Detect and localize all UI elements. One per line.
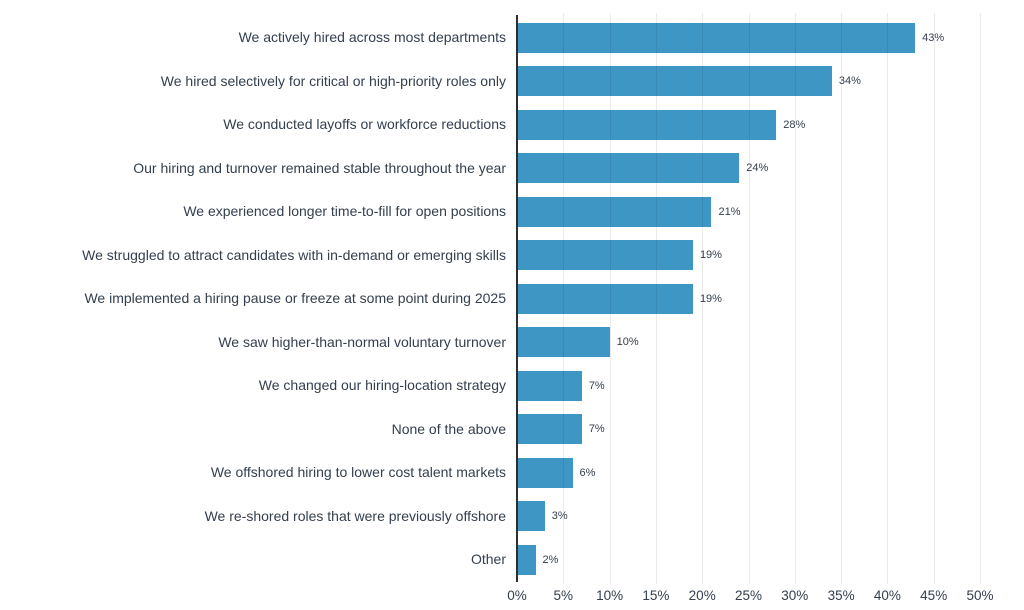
bar-track: 28% — [517, 109, 980, 140]
value-label: 34% — [838, 75, 861, 88]
value-label: 2% — [542, 553, 559, 566]
bar-row: None of the above 7% — [0, 408, 1024, 452]
value-label: 19% — [699, 292, 722, 305]
category-label: We implemented a hiring pause or freeze … — [84, 290, 506, 307]
bar-track: 2% — [517, 544, 980, 575]
bar-track: 34% — [517, 66, 980, 97]
x-tick-label: 10% — [596, 588, 624, 603]
bar-row: We actively hired across most department… — [0, 16, 1024, 60]
x-tick-label: 20% — [688, 588, 716, 603]
bar-track: 19% — [517, 240, 980, 271]
bar-row: Other 2% — [0, 538, 1024, 582]
value-label: 43% — [922, 31, 945, 44]
category-label: We saw higher-than-normal voluntary turn… — [218, 333, 506, 350]
category-label: None of the above — [391, 420, 506, 437]
bar-row: Our hiring and turnover remained stable … — [0, 147, 1024, 191]
x-tick-label: 5% — [553, 588, 574, 603]
x-tick-label: 25% — [734, 588, 763, 603]
bar-row: We implemented a hiring pause or freeze … — [0, 277, 1024, 321]
bar-track: 21% — [517, 196, 980, 227]
bar — [517, 240, 693, 271]
bar-row: We offshored hiring to lower cost talent… — [0, 451, 1024, 495]
bar — [517, 283, 693, 314]
x-axis: 0% 5% 10% 15% 20% 25% 30% 35% 40% 45% 50% — [507, 588, 993, 606]
bar-track: 7% — [517, 414, 980, 445]
category-label: We conducted layoffs or workforce reduct… — [223, 116, 506, 133]
bar-row: We conducted layoffs or workforce reduct… — [0, 103, 1024, 147]
bar-track: 19% — [517, 283, 980, 314]
bar — [517, 196, 712, 227]
category-label: We re-shored roles that were previously … — [204, 507, 506, 524]
x-tick-label: 35% — [827, 588, 855, 603]
category-label: Other — [470, 551, 506, 568]
category-label: We offshored hiring to lower cost talent… — [210, 464, 506, 481]
bar — [517, 370, 582, 401]
category-label: We struggled to attract candidates with … — [82, 246, 506, 263]
bar-row: We hired selectively for critical or hig… — [0, 60, 1024, 104]
bar-track: 7% — [517, 370, 980, 401]
x-tick-label: 45% — [920, 588, 948, 603]
bar — [517, 66, 832, 97]
value-label: 6% — [579, 466, 596, 479]
category-label: We actively hired across most department… — [238, 29, 506, 46]
bar-row: We saw higher-than-normal voluntary turn… — [0, 321, 1024, 365]
value-label: 3% — [551, 510, 568, 523]
bar-track: 3% — [517, 501, 980, 532]
bar-track: 6% — [517, 457, 980, 488]
x-tick-label: 15% — [642, 588, 670, 603]
category-label: We hired selectively for critical or hig… — [160, 72, 506, 89]
bar — [517, 544, 536, 575]
bar — [517, 457, 573, 488]
bar-track: 24% — [517, 153, 980, 184]
bar-row: We re-shored roles that were previously … — [0, 495, 1024, 539]
x-tick-label: 40% — [873, 588, 901, 603]
category-label: We changed our hiring-location strategy — [258, 377, 506, 394]
value-label: 10% — [616, 336, 639, 349]
value-label: 28% — [783, 118, 806, 131]
category-label: We experienced longer time-to-fill for o… — [183, 203, 506, 220]
category-label: Our hiring and turnover remained stable … — [133, 159, 506, 176]
value-label: 19% — [699, 249, 722, 262]
bar-rows: We actively hired across most department… — [0, 16, 1024, 582]
x-tick-label: 50% — [966, 588, 994, 603]
bar — [517, 327, 610, 358]
value-label: 7% — [588, 379, 605, 392]
bar — [517, 153, 740, 184]
bar — [517, 501, 545, 532]
bar — [517, 414, 582, 445]
x-tick-label: 0% — [507, 588, 527, 603]
bar-track: 43% — [517, 22, 980, 53]
y-axis-line — [516, 15, 518, 582]
bar-row: We experienced longer time-to-fill for o… — [0, 190, 1024, 234]
x-tick-label: 30% — [781, 588, 809, 603]
value-label: 7% — [588, 423, 605, 436]
value-label: 24% — [746, 162, 769, 175]
bar-track: 10% — [517, 327, 980, 358]
bar — [517, 109, 777, 140]
bar-row: We changed our hiring-location strategy 7… — [0, 364, 1024, 408]
bar-row: We struggled to attract candidates with … — [0, 234, 1024, 278]
bar — [517, 22, 916, 53]
value-label: 21% — [718, 205, 741, 218]
